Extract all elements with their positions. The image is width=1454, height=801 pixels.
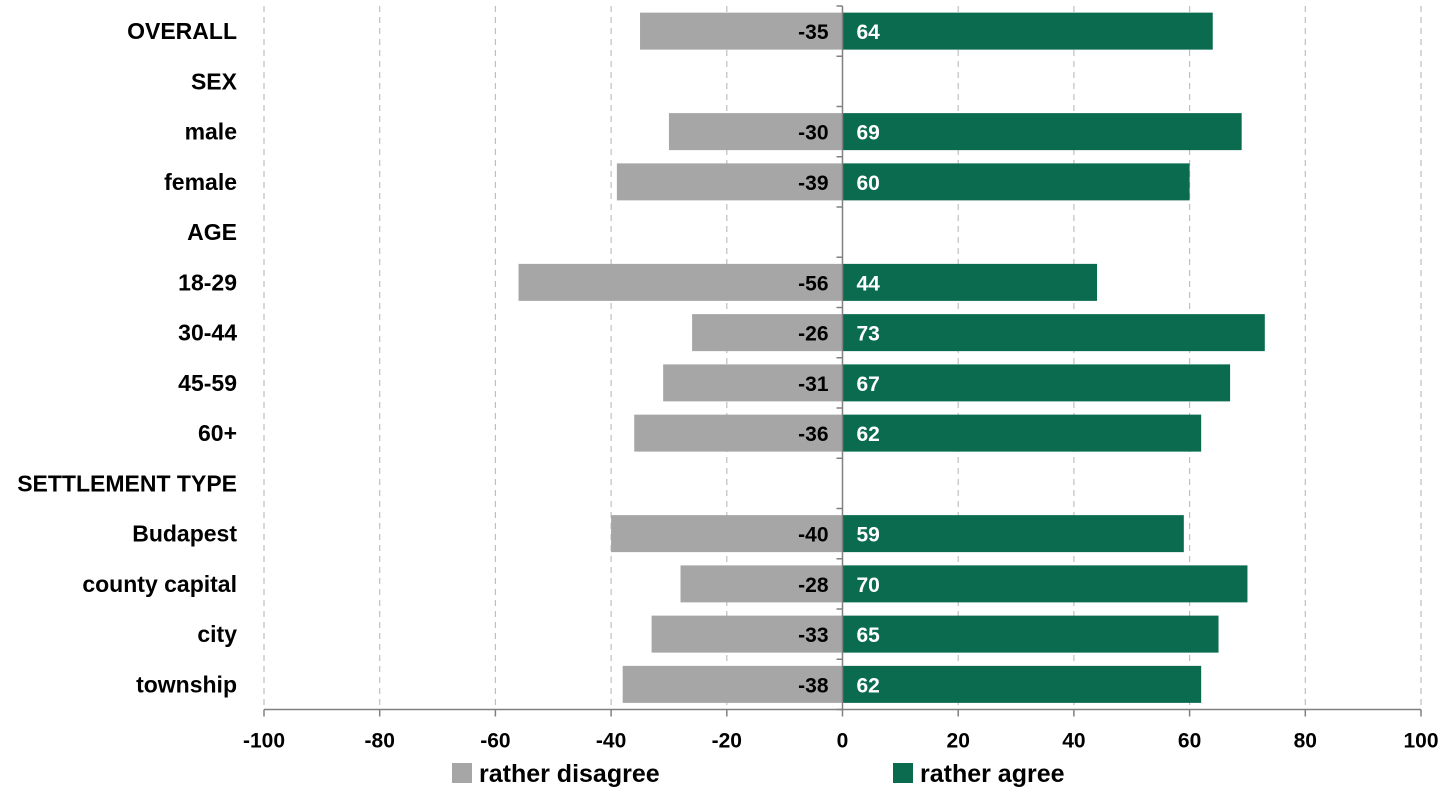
category-label: township (136, 671, 237, 697)
bar-rather-agree (842, 263, 1098, 301)
category-label: female (164, 169, 237, 195)
category-label: OVERALL (127, 18, 237, 44)
category-label: AGE (187, 219, 237, 245)
category-label: 45-59 (178, 370, 237, 396)
data-label-rather-agree: 60 (857, 172, 880, 195)
bar-rather-disagree (640, 12, 843, 50)
bar-rather-disagree (651, 615, 843, 653)
bar-rather-agree (842, 615, 1219, 653)
data-label-rather-agree: 73 (857, 323, 880, 346)
data-label-rather-agree: 69 (857, 122, 880, 145)
category-labels: OVERALL SEX male female AGE 18-29 30-44 45-59 60… (17, 18, 237, 697)
bar-rather-disagree (692, 314, 843, 352)
category-label: Budapest (132, 521, 237, 547)
data-label-rather-disagree: -28 (798, 574, 829, 597)
legend: rather disagree rather agree (452, 760, 1065, 788)
x-tick-label: -60 (480, 730, 510, 753)
data-label-rather-agree: 62 (857, 423, 880, 446)
category-label: SETTLEMENT TYPE (17, 470, 237, 496)
data-label-rather-disagree: -26 (798, 323, 828, 346)
x-tick-label: 80 (1294, 730, 1317, 753)
x-tick-label: 40 (1062, 730, 1085, 753)
data-label-rather-agree: 44 (857, 272, 881, 295)
category-label: county capital (82, 571, 237, 597)
data-label-rather-agree: 64 (857, 21, 881, 44)
x-tick-labels: -100 -80 -60 -40 -20 0 20 40 60 80 100 (243, 730, 1439, 753)
bar-rather-disagree (680, 565, 843, 603)
bar-rather-agree (842, 113, 1242, 151)
data-label-rather-agree: 65 (857, 624, 881, 647)
data-label-rather-disagree: -36 (798, 423, 828, 446)
category-label: male (185, 119, 237, 145)
category-label: city (197, 621, 237, 647)
x-tick-label: 100 (1403, 730, 1438, 753)
legend-swatch (893, 763, 913, 783)
bar-rather-agree (842, 665, 1202, 703)
data-label-rather-disagree: -38 (798, 674, 829, 697)
data-label-rather-disagree: -56 (798, 272, 828, 295)
data-label-rather-agree: 62 (857, 674, 880, 697)
legend-label: rather agree (920, 760, 1065, 788)
x-tick-label: -100 (243, 730, 285, 753)
x-tick-label: -80 (365, 730, 395, 753)
data-label-rather-disagree: -35 (798, 21, 829, 44)
bar-rather-agree (842, 565, 1248, 603)
value-labels: -35 64 -30 69 -39 60 -56 44 -26 73 -31 67 -36 62 -40 59… (798, 21, 880, 697)
bar-rather-disagree (622, 665, 843, 703)
legend-swatch (452, 763, 472, 783)
legend-label: rather disagree (479, 760, 660, 788)
bar-rather-agree (842, 364, 1231, 402)
data-label-rather-disagree: -31 (798, 373, 829, 396)
bar-rather-disagree (668, 113, 843, 151)
bar-rather-agree (842, 515, 1184, 553)
bar-rather-agree (842, 314, 1265, 352)
x-tick-label: 60 (1178, 730, 1201, 753)
data-label-rather-agree: 67 (857, 373, 880, 396)
x-tick-label: 0 (837, 730, 849, 753)
bar-rather-agree (842, 414, 1202, 452)
x-tick-label: -40 (596, 730, 626, 753)
bar-rather-disagree (616, 163, 843, 201)
category-label: 18-29 (178, 269, 237, 295)
category-label: SEX (191, 68, 238, 94)
axes (263, 5, 1422, 717)
data-label-rather-agree: 70 (857, 574, 880, 597)
data-label-rather-disagree: -33 (798, 624, 828, 647)
bar-rather-agree (842, 163, 1190, 201)
category-label: 30-44 (178, 320, 237, 346)
data-label-rather-disagree: -30 (798, 122, 828, 145)
bar-rather-agree (842, 12, 1213, 50)
bar-rather-disagree (663, 364, 843, 402)
x-tick-label: -20 (712, 730, 742, 753)
bar-rather-disagree (518, 263, 843, 301)
category-label: 60+ (198, 420, 237, 446)
bars (518, 12, 1265, 703)
bar-rather-disagree (611, 515, 843, 553)
bar-rather-disagree (634, 414, 843, 452)
data-label-rather-disagree: -39 (798, 172, 828, 195)
data-label-rather-disagree: -40 (798, 524, 828, 547)
x-tick-label: 20 (947, 730, 970, 753)
data-label-rather-agree: 59 (857, 524, 880, 547)
